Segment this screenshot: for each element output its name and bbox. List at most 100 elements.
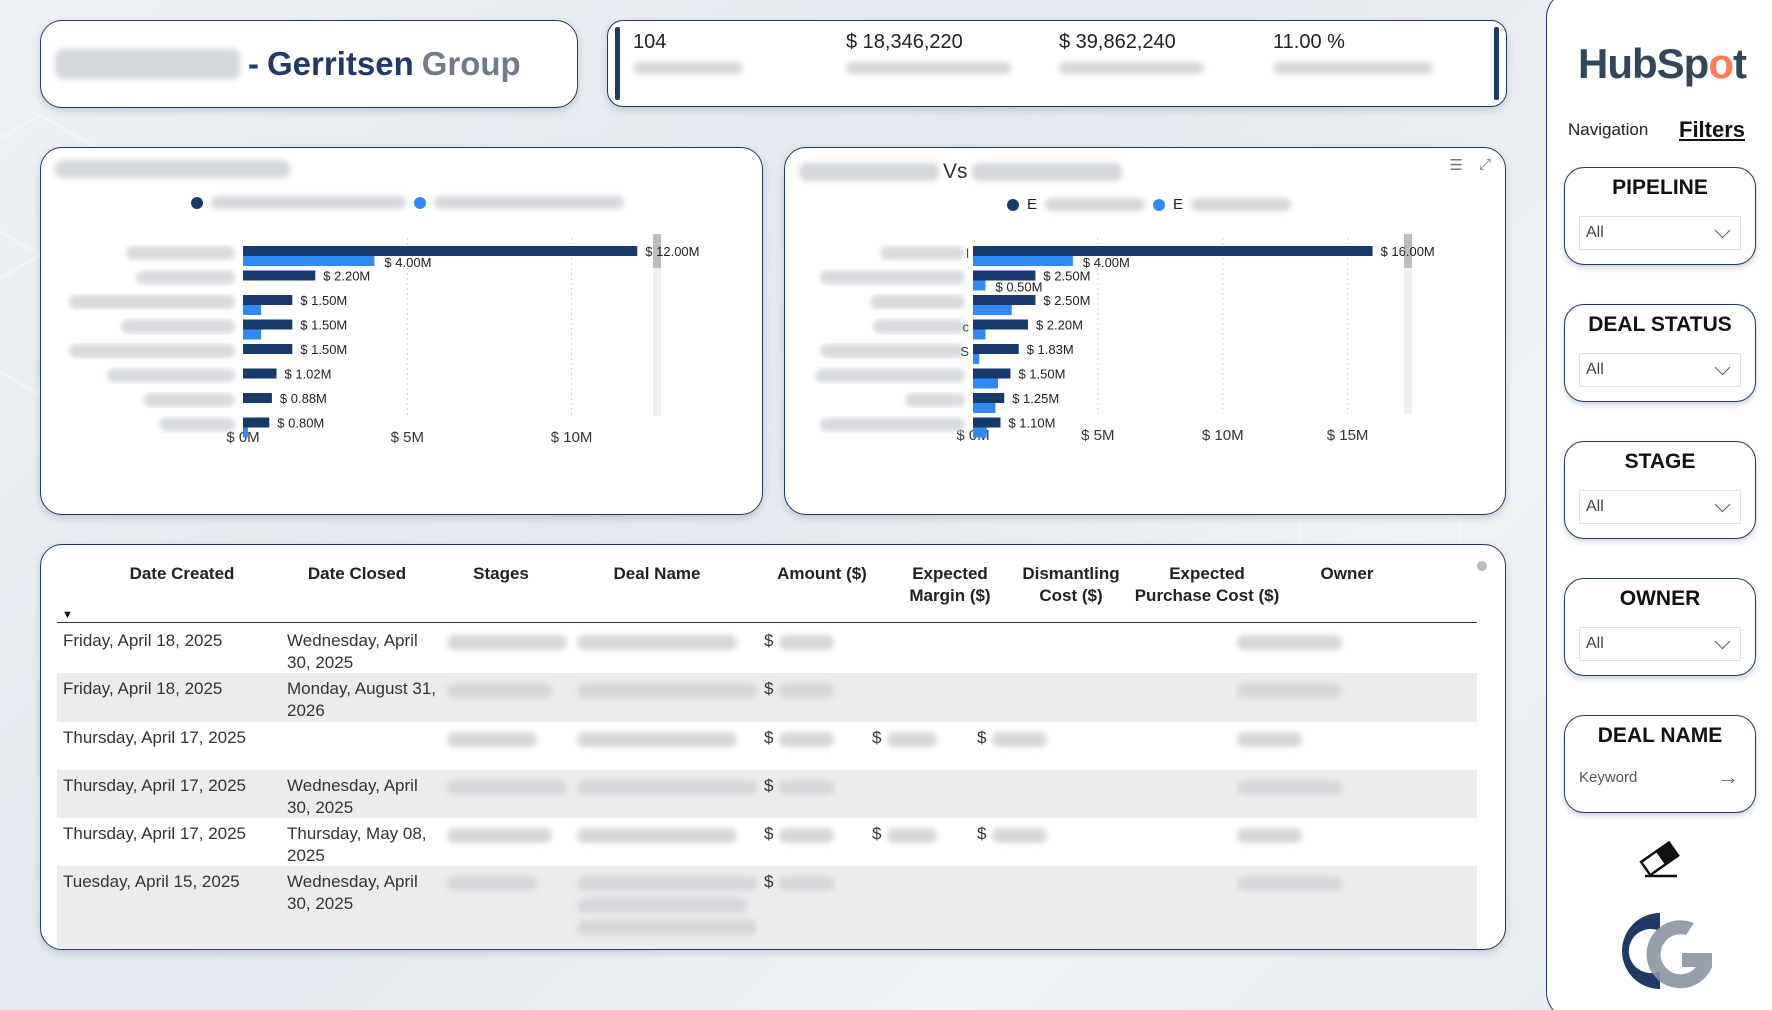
- bar-series1: [243, 319, 293, 330]
- x-tick-label: $ 5M: [391, 429, 424, 446]
- focus-mode-icon[interactable]: ⤢: [1478, 156, 1491, 173]
- filter-icon[interactable]: ☰: [1449, 157, 1463, 174]
- data-label: $ 1.10M: [1008, 416, 1055, 431]
- category-label-fragment: c: [963, 320, 970, 335]
- chart-legend: [191, 196, 624, 209]
- pipeline-dropdown[interactable]: All: [1579, 216, 1741, 250]
- bar-series1: [243, 417, 270, 428]
- redacted-cell: [779, 876, 834, 891]
- scrollbar-thumb[interactable]: [1477, 561, 1487, 571]
- eraser-icon[interactable]: [1637, 838, 1685, 889]
- table-row[interactable]: Tuesday, April 15, 2025 Wednesday, April …: [57, 866, 1477, 949]
- bar-series2: [973, 305, 1012, 315]
- redacted-legend: [1045, 198, 1146, 211]
- redacted-cell: [779, 635, 834, 650]
- cell-amount: $: [764, 872, 774, 891]
- redacted-category-label: [107, 368, 235, 383]
- table-row[interactable]: Thursday, April 17, 2025 Wednesday, April…: [57, 770, 1477, 818]
- scrollbar-track: [653, 234, 661, 416]
- kpi-value: 104: [633, 31, 667, 53]
- cell-date-closed: Wednesday, April 30, 2025: [287, 631, 418, 672]
- data-label: $ 4.00M: [1083, 255, 1130, 270]
- data-label: $ 0.50M: [995, 280, 1042, 295]
- table-row[interactable]: Friday, April 18, 2025 Wednesday, April 3…: [57, 625, 1477, 673]
- title-group: Group: [421, 45, 521, 82]
- chart-legend: E E: [1007, 196, 1292, 213]
- data-label: $ 1.25M: [1012, 391, 1059, 406]
- table-row[interactable]: Thursday, April 17, 2025 $ $ $: [57, 722, 1477, 770]
- redacted-category-label: [880, 246, 965, 260]
- col-date-closed[interactable]: Date Closed: [307, 564, 407, 583]
- kpi-deal-count: 104: [633, 31, 743, 74]
- redacted-cell: [1237, 828, 1302, 843]
- tab-filters[interactable]: Filters: [1679, 117, 1746, 142]
- filter-title: OWNER: [1619, 587, 1701, 610]
- chevron-down-icon: [1714, 496, 1731, 512]
- redacted-cell: [779, 828, 834, 843]
- tab-navigation[interactable]: Navigation: [1568, 120, 1649, 139]
- redacted-legend: [1191, 198, 1292, 211]
- logo-text: HubSp: [1578, 40, 1709, 87]
- title-company: Gerritsen: [267, 45, 414, 82]
- scrollbar-track: [1404, 234, 1412, 414]
- table-row[interactable]: Thursday, April 17, 2025 Thursday, May 08…: [57, 818, 1477, 866]
- stage-dropdown[interactable]: All: [1579, 490, 1741, 524]
- sort-descending-icon[interactable]: ▼: [62, 609, 73, 621]
- kpi-accent-left: [615, 27, 620, 100]
- filter-pipeline: PIPELINE All: [1564, 167, 1756, 265]
- bar-series2: [973, 280, 986, 291]
- redacted-category-label: [159, 417, 235, 432]
- owner-dropdown[interactable]: All: [1579, 627, 1741, 661]
- dashboard-title-card: - Gerritsen Group: [40, 20, 578, 108]
- bar-series1: [973, 246, 1373, 256]
- filter-deal-status: DEAL STATUS All: [1564, 304, 1756, 402]
- col-amount[interactable]: Amount ($): [777, 564, 867, 583]
- redacted-cell: [779, 732, 834, 747]
- arrow-right-icon[interactable]: →: [1717, 764, 1739, 789]
- table-header: Date Created Date Closed Stages Deal Nam…: [57, 563, 1477, 623]
- col-date-created[interactable]: Date Created: [129, 564, 235, 583]
- x-tick-label: $ 10M: [1202, 427, 1244, 444]
- cell-amount: $: [764, 631, 774, 650]
- data-label: $ 0.80M: [277, 416, 324, 431]
- redacted-cell: [577, 828, 737, 843]
- bar-series2: [973, 354, 980, 364]
- logo-sprocket: o: [1708, 40, 1734, 87]
- redacted-cell: [447, 828, 552, 843]
- redacted-legend: [434, 196, 624, 209]
- col-expected-margin[interactable]: Expected Margin ($): [909, 564, 991, 605]
- redacted-cell: [447, 732, 537, 747]
- redacted-label: [633, 62, 743, 74]
- filter-title: DEAL NAME: [1597, 724, 1723, 747]
- search-input[interactable]: Keyword: [1579, 768, 1638, 786]
- dropdown-value: All: [1586, 361, 1604, 378]
- redacted-cell: [887, 732, 937, 747]
- col-owner[interactable]: Owner: [1320, 564, 1374, 583]
- cell-amount: $: [764, 728, 774, 747]
- deal-status-dropdown[interactable]: All: [1579, 353, 1741, 387]
- redacted-cell: [992, 828, 1047, 843]
- redacted-label: [846, 62, 1011, 74]
- bar-series1: [973, 368, 1011, 379]
- filter-title: DEAL STATUS: [1588, 313, 1732, 336]
- cell-expected-margin: $: [872, 824, 882, 843]
- bar-series2: [243, 256, 375, 266]
- bar-series2: [973, 403, 996, 413]
- chart-title: [55, 160, 290, 178]
- col-dismantling-cost[interactable]: Dismantling Cost ($): [1022, 564, 1120, 605]
- redacted-category-label: [820, 270, 965, 285]
- redacted-title: [971, 163, 1122, 181]
- filter-deal-name: DEAL NAME Keyword →: [1564, 715, 1756, 813]
- deal-name-search[interactable]: Keyword →: [1579, 764, 1739, 790]
- chart-title-vs: Vs: [943, 160, 968, 183]
- col-deal-name[interactable]: Deal Name: [613, 564, 701, 583]
- redacted-title: [799, 163, 939, 181]
- col-purchase-cost[interactable]: Expected Purchase Cost ($): [1134, 564, 1280, 605]
- bar-series1: [973, 319, 1028, 330]
- redacted-cell: [1237, 780, 1342, 795]
- redacted-label: [1059, 62, 1204, 74]
- col-stages[interactable]: Stages: [473, 564, 529, 583]
- table-row[interactable]: Friday, April 18, 2025 Monday, August 31,…: [57, 673, 1477, 722]
- redacted-cell: [1237, 635, 1342, 650]
